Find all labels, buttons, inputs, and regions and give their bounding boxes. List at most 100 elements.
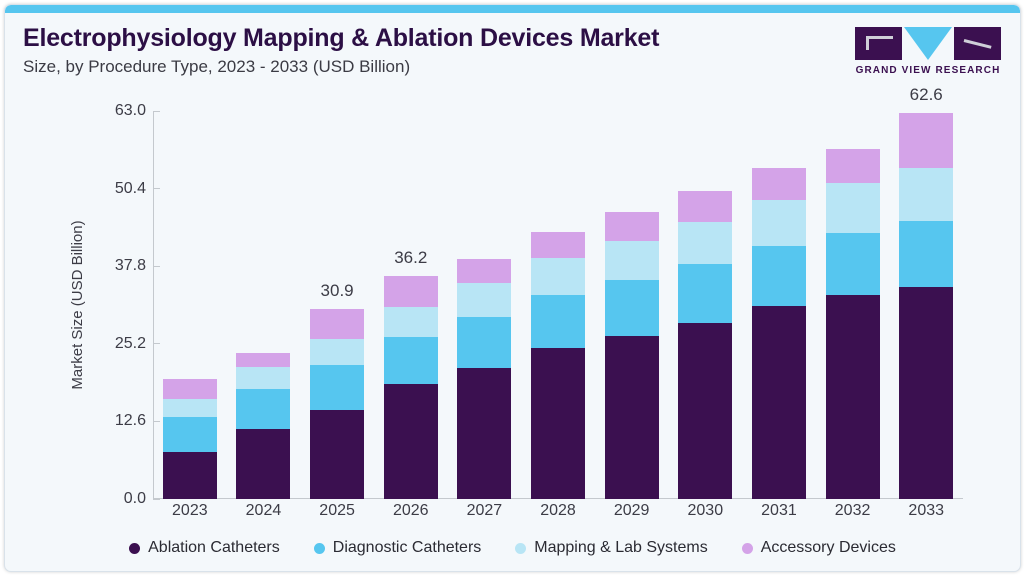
legend-label: Mapping & Lab Systems <box>534 539 708 556</box>
legend-item[interactable]: Mapping & Lab Systems <box>515 539 708 557</box>
y-tick-mark <box>153 343 160 345</box>
bar-slot[interactable] <box>521 111 595 499</box>
bar-segment[interactable] <box>825 232 880 296</box>
bar-segment[interactable] <box>383 337 438 385</box>
bar-segment[interactable] <box>236 428 291 499</box>
stacked-bar[interactable] <box>751 167 806 499</box>
bar-segment[interactable] <box>899 286 954 499</box>
bar-segment[interactable] <box>825 148 880 184</box>
y-tick-label: 12.6 <box>114 412 146 430</box>
bar-segment[interactable] <box>236 367 291 390</box>
y-tick: 37.8 <box>114 257 160 275</box>
x-axis-ticks: 2023 2024 2025 2026 2027 2028 2029 2030 2031 2032… <box>153 502 963 520</box>
bar-segment[interactable] <box>383 384 438 499</box>
bar-group: 30.9 36.2 62.6 <box>153 85 963 499</box>
logo-triangle-icon <box>904 27 952 60</box>
legend-swatch-icon <box>129 542 141 554</box>
bar-segment[interactable] <box>751 305 806 499</box>
bar-segment[interactable] <box>457 367 512 499</box>
bar-segment[interactable] <box>678 264 733 323</box>
logo-g-icon <box>855 27 902 60</box>
chart-card: Electrophysiology Mapping & Ablation Dev… <box>4 4 1021 572</box>
legend-item[interactable]: Ablation Catheters <box>129 539 280 557</box>
stacked-bar[interactable] <box>457 259 512 499</box>
bar-segment[interactable] <box>678 322 733 499</box>
bar-segment[interactable] <box>825 183 880 233</box>
stacked-bar[interactable] <box>383 276 438 499</box>
bar-segment[interactable] <box>162 417 217 452</box>
legend-swatch-icon <box>313 542 325 554</box>
bar-segment[interactable] <box>457 316 512 368</box>
legend-label: Ablation Catheters <box>148 539 280 556</box>
bar-segment[interactable] <box>531 258 586 295</box>
bar-segment[interactable] <box>751 200 806 246</box>
bar-segment[interactable] <box>310 409 365 499</box>
bar-segment[interactable] <box>604 212 659 241</box>
bar-segment[interactable] <box>457 259 512 284</box>
bar-segment[interactable] <box>457 283 512 317</box>
bar-segment[interactable] <box>236 353 291 368</box>
page-subtitle: Size, by Procedure Type, 2023 - 2033 (US… <box>23 57 411 76</box>
bar-slot[interactable]: 62.6 <box>889 85 963 499</box>
y-tick-mark <box>153 110 160 112</box>
bar-segment[interactable] <box>531 294 586 349</box>
x-tick-label: 2031 <box>761 502 797 519</box>
bar-segment[interactable] <box>162 399 217 418</box>
plot-area: 0.0 12.6 25.2 37.8 50.4 63.0 30.9 36.2 62.6 <box>115 85 963 507</box>
bar-slot[interactable] <box>153 111 227 499</box>
logo-marks <box>852 27 1004 60</box>
stacked-bar[interactable] <box>531 231 586 499</box>
bar-segment[interactable] <box>383 276 438 307</box>
x-tick-label: 2026 <box>392 502 429 519</box>
bar-segment[interactable] <box>604 280 659 337</box>
legend-swatch-icon <box>515 542 527 554</box>
bar-segment[interactable] <box>899 221 954 287</box>
bar-segment[interactable] <box>383 306 438 338</box>
bar-segment[interactable] <box>899 113 954 168</box>
legend-item[interactable]: Accessory Devices <box>741 539 896 557</box>
stacked-bar[interactable] <box>825 148 880 499</box>
bar-slot[interactable] <box>595 111 669 499</box>
legend-item[interactable]: Diagnostic Catheters <box>313 539 481 557</box>
bar-segment[interactable] <box>310 365 365 410</box>
bar-slot[interactable] <box>227 111 301 499</box>
bar-segment[interactable] <box>310 338 365 366</box>
bar-segment[interactable] <box>751 245 806 306</box>
y-tick-label: 37.8 <box>114 257 146 275</box>
bar-segment[interactable] <box>751 167 806 201</box>
stacked-bar[interactable] <box>899 113 954 499</box>
bar-segment[interactable] <box>604 336 659 499</box>
bar-slot[interactable] <box>448 111 522 499</box>
x-tick-label: 2027 <box>466 502 503 519</box>
chart-legend: Ablation Catheters Diagnostic Catheters Ma… <box>5 539 1020 557</box>
bar-slot[interactable] <box>742 111 816 499</box>
bar-segment[interactable] <box>678 221 733 265</box>
bar-segment[interactable] <box>162 378 217 400</box>
y-tick-mark <box>153 420 160 422</box>
stacked-bar[interactable] <box>162 378 217 499</box>
bar-segment[interactable] <box>531 231 586 259</box>
bar-segment[interactable] <box>531 348 586 499</box>
top-accent-bar <box>5 5 1020 13</box>
x-tick-label: 2025 <box>319 502 355 519</box>
stacked-bar[interactable] <box>236 353 291 499</box>
stacked-bar[interactable] <box>310 308 365 499</box>
bar-segment[interactable] <box>604 240 659 281</box>
bar-segment[interactable] <box>310 308 365 339</box>
stacked-bar[interactable] <box>604 212 659 499</box>
y-tick: 63.0 <box>115 102 160 120</box>
bar-slot[interactable] <box>816 111 890 499</box>
stacked-bar[interactable] <box>678 191 733 499</box>
y-tick-label: 25.2 <box>114 334 146 352</box>
y-tick: 12.6 <box>114 412 160 430</box>
y-tick: 25.2 <box>114 334 160 353</box>
bar-segment[interactable] <box>678 191 733 222</box>
legend-swatch-icon <box>741 542 753 554</box>
bar-segment[interactable] <box>236 389 291 429</box>
bar-slot[interactable]: 36.2 <box>374 111 448 499</box>
bar-segment[interactable] <box>899 167 954 222</box>
bar-segment[interactable] <box>825 295 880 499</box>
bar-slot[interactable]: 30.9 <box>300 111 374 499</box>
bar-slot[interactable] <box>668 111 742 499</box>
bar-segment[interactable] <box>162 451 217 499</box>
